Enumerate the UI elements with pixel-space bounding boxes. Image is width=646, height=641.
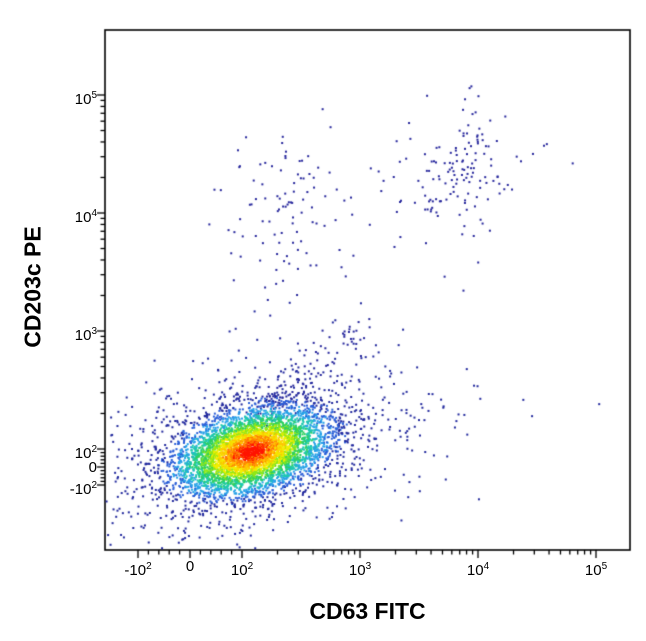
x-axis-title: CD63 FITC [309, 598, 426, 624]
y-tick-label: -102 [69, 479, 97, 498]
x-tick-label: 0 [185, 558, 195, 575]
y-tick-label: 0 [88, 458, 97, 476]
y-tick-label: 105 [74, 89, 97, 108]
x-tick-label: -102 [124, 561, 152, 579]
y-tick-label: 102 [74, 443, 97, 462]
y-tick-label: 104 [74, 207, 97, 226]
x-tick-label: 103 [348, 561, 372, 579]
x-tick-label: 104 [466, 561, 490, 579]
y-axis-title: CD203c PE [19, 226, 46, 348]
x-tick-label: 102 [230, 561, 254, 579]
y-tick-label: 103 [74, 325, 97, 344]
x-tick-label: 105 [584, 561, 608, 579]
